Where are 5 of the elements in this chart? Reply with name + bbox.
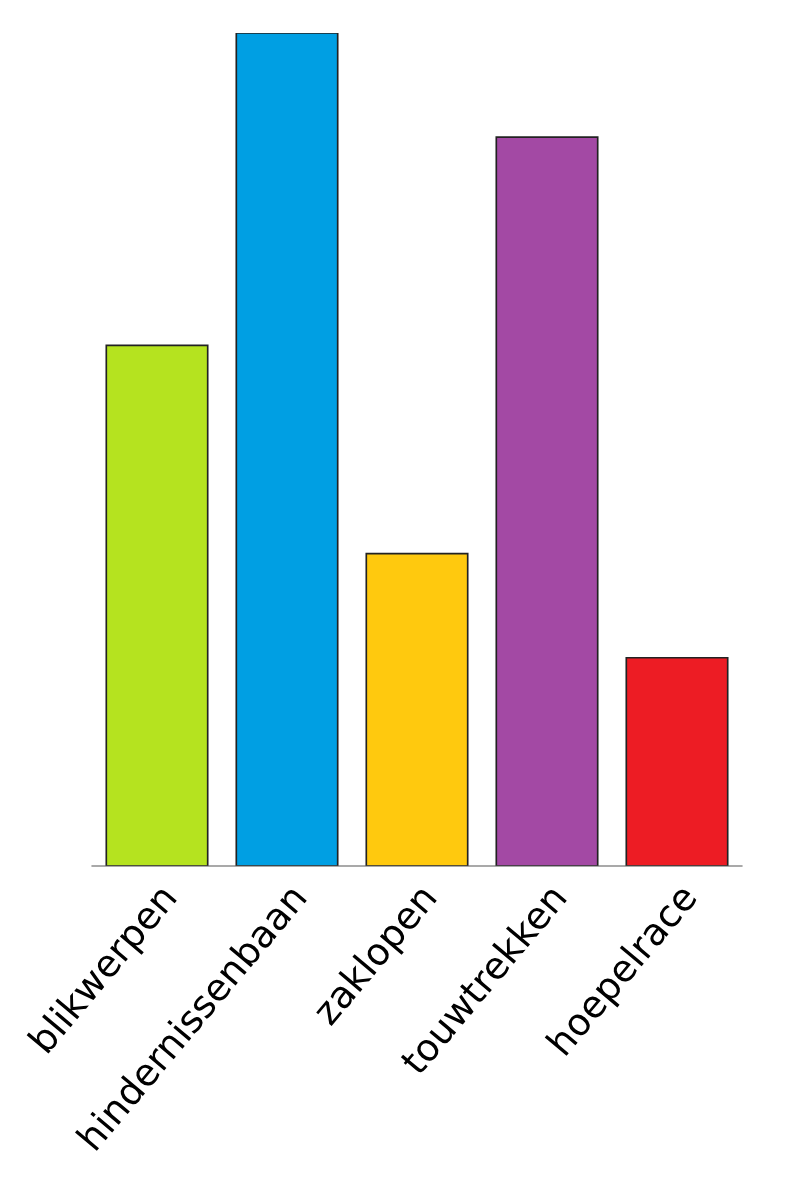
bar — [365, 552, 469, 866]
bar — [235, 33, 339, 866]
bar — [105, 344, 209, 866]
bar — [625, 656, 729, 866]
bar — [495, 136, 599, 866]
